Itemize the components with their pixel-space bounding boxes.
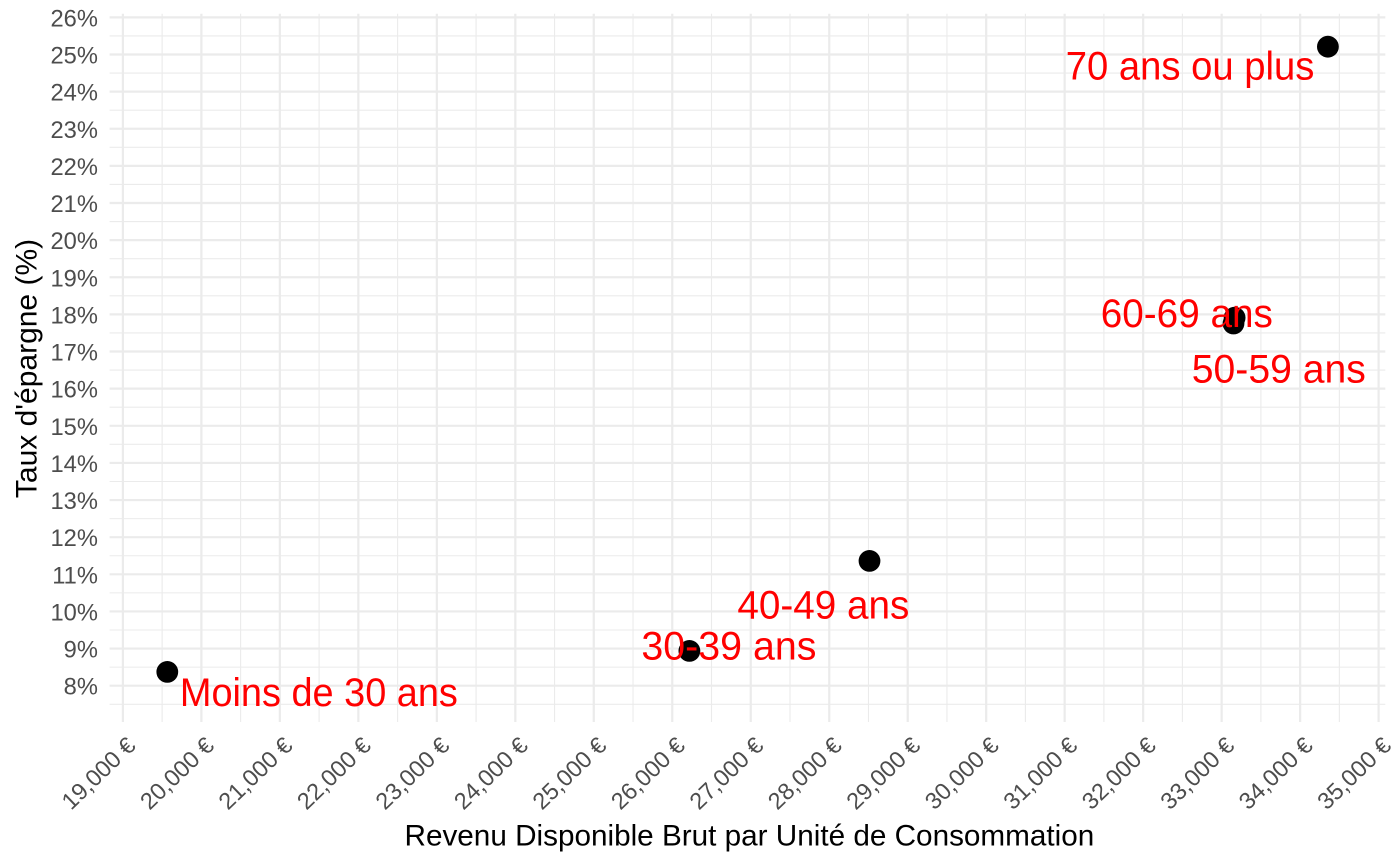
svg-text:60-69 ans: 60-69 ans — [1101, 291, 1273, 336]
svg-text:15%: 15% — [50, 415, 97, 441]
svg-text:25%: 25% — [50, 43, 97, 69]
svg-text:26%: 26% — [50, 6, 97, 32]
svg-text:14%: 14% — [50, 452, 97, 478]
svg-text:9%: 9% — [64, 638, 98, 664]
svg-text:70 ans ou plus: 70 ans ou plus — [1066, 44, 1315, 89]
svg-text:10%: 10% — [50, 600, 97, 626]
svg-text:12%: 12% — [50, 526, 97, 552]
svg-text:13%: 13% — [50, 489, 97, 515]
svg-text:20%: 20% — [50, 229, 97, 255]
svg-text:19%: 19% — [50, 266, 97, 292]
svg-text:24%: 24% — [50, 81, 97, 107]
svg-text:18%: 18% — [50, 303, 97, 329]
svg-text:21%: 21% — [50, 192, 97, 218]
svg-text:11%: 11% — [52, 563, 98, 589]
svg-text:17%: 17% — [50, 341, 97, 367]
svg-text:16%: 16% — [50, 378, 97, 404]
svg-text:50-59 ans: 50-59 ans — [1192, 347, 1366, 392]
svg-text:40-49 ans: 40-49 ans — [737, 583, 909, 628]
svg-text:Revenu Disponible Brut par Uni: Revenu Disponible Brut par Unité de Cons… — [405, 820, 1095, 853]
svg-text:Taux d'épargne (%): Taux d'épargne (%) — [10, 239, 43, 498]
svg-text:8%: 8% — [64, 675, 98, 701]
svg-text:Moins de 30 ans: Moins de 30 ans — [180, 670, 458, 715]
svg-text:23%: 23% — [50, 118, 97, 144]
svg-text:30-39 ans: 30-39 ans — [641, 623, 816, 668]
svg-text:22%: 22% — [50, 155, 97, 181]
